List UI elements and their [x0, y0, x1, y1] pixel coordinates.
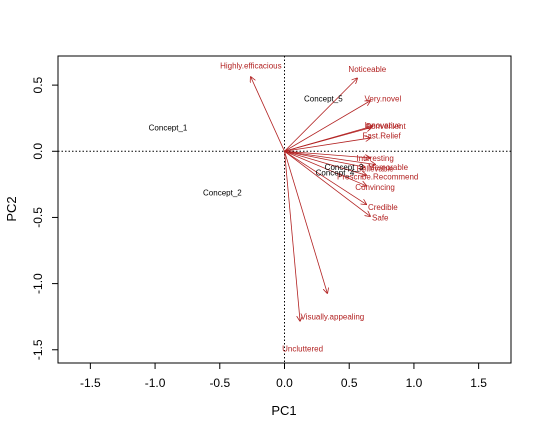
loading-arrow [284, 150, 367, 204]
loading-arrow [251, 77, 285, 152]
loading-arrow [284, 150, 370, 158]
loading-label: Fast.Relief [362, 131, 401, 140]
loading-label: Noticeable [348, 65, 386, 74]
y-axis-label: PC2 [4, 196, 19, 221]
loading-label: Credible [368, 203, 398, 212]
x-tick-label: 0.0 [276, 376, 293, 390]
x-tick-label: -1.0 [145, 376, 166, 390]
loading-arrow [284, 127, 372, 152]
observation-label: Concept_5 [304, 94, 343, 103]
y-tick-label: 0.0 [31, 143, 45, 160]
loading-label: Prescribe.Recommend [337, 172, 418, 181]
loading-arrow [284, 151, 301, 320]
loading-label: Visually.appealing [301, 313, 365, 322]
loading-arrow [284, 150, 367, 185]
x-axis-label: PC1 [271, 403, 296, 418]
loading-label: Very.novel [364, 94, 401, 103]
y-tick-label: -1.0 [31, 273, 45, 294]
loading-label: Memorable [368, 163, 409, 172]
loading-label: Uncluttered [282, 344, 323, 353]
observation-label: Concept_4 [316, 168, 355, 177]
x-tick-label: 0.5 [341, 376, 358, 390]
loading-arrow [284, 150, 376, 164]
x-tick-label: -1.5 [80, 376, 101, 390]
loading-label: Interesting [356, 154, 393, 163]
loading-arrow [284, 138, 370, 152]
x-tick-label: 1.5 [470, 376, 487, 390]
loading-arrow [284, 150, 370, 216]
loading-arrow [284, 150, 365, 167]
loading-label: Convenient [365, 122, 406, 131]
loading-label: Safe [372, 213, 389, 222]
loading-label: Believable [357, 164, 394, 173]
observation-label: Concept_3 [325, 163, 364, 172]
loading-arrow [284, 151, 328, 293]
observation-label: Concept_1 [149, 123, 188, 132]
loading-label: Innovative [365, 121, 402, 130]
y-tick-label: -0.5 [31, 207, 45, 228]
loading-arrow [284, 101, 370, 152]
y-tick-label: 0.5 [31, 76, 45, 93]
loading-arrow [284, 150, 367, 175]
observation-label: Concept_2 [203, 188, 242, 197]
loading-arrow [284, 78, 357, 152]
x-tick-label: 1.0 [406, 376, 423, 390]
x-tick-label: -0.5 [209, 376, 230, 390]
y-tick-label: -1.5 [31, 339, 45, 360]
loading-label: Highly.efficacious [220, 61, 282, 70]
loading-label: Convincing [355, 183, 395, 192]
